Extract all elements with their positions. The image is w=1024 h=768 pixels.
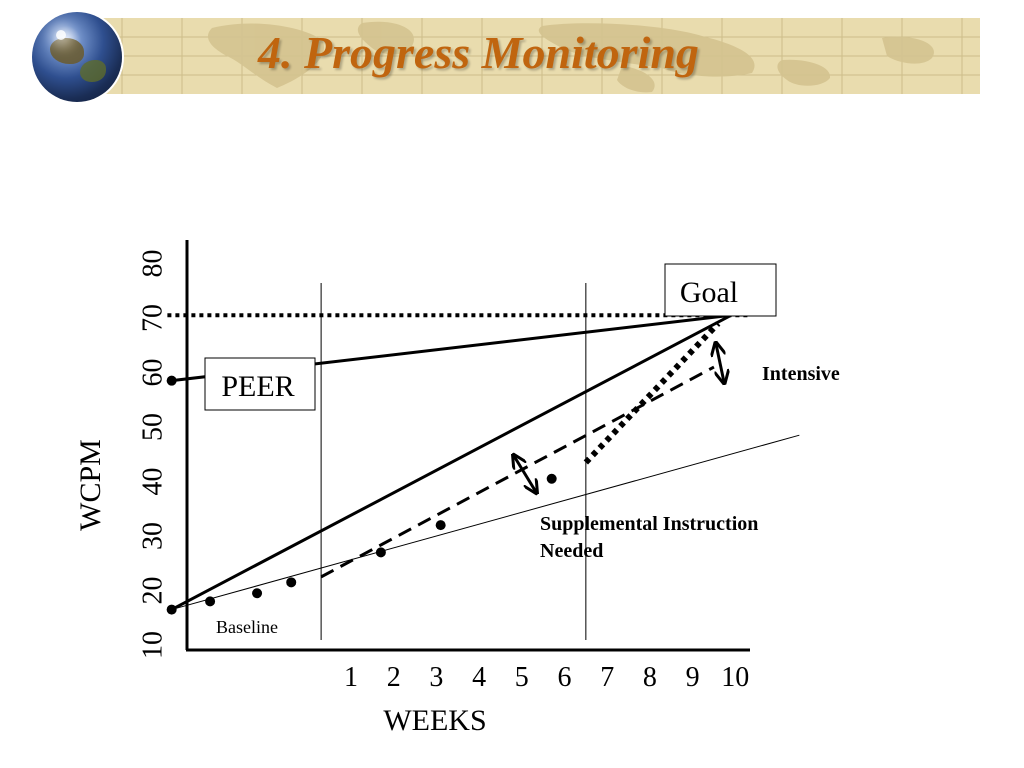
supplemental-gap-arrow xyxy=(514,456,536,492)
y-tick-label: 10 xyxy=(137,631,168,659)
y-tick-label: 40 xyxy=(137,468,168,496)
y-tick-label: 70 xyxy=(137,304,168,332)
baseline-point xyxy=(166,604,177,615)
slide-title: 4. Progress Monitoring xyxy=(258,27,699,78)
baseline-point xyxy=(252,588,263,599)
x-tick-label: 5 xyxy=(515,662,529,693)
peer-box xyxy=(204,357,316,411)
x-tick-label: 4 xyxy=(472,662,486,693)
data-points xyxy=(166,375,557,615)
intensive-label: Intensive xyxy=(762,363,840,385)
baseline-label: Baseline xyxy=(216,617,278,637)
x-tick-label: 10 xyxy=(721,662,749,693)
series-line-dashed xyxy=(320,365,715,579)
title-banner xyxy=(62,18,980,94)
peer-label: PEER xyxy=(221,370,294,403)
y-axis-label: WCPM xyxy=(74,439,107,531)
y-tick-label: 50 xyxy=(137,413,168,441)
progress-point xyxy=(435,520,446,531)
peer-point xyxy=(166,375,177,386)
series-line-dotted-thick xyxy=(583,321,721,465)
goal-box xyxy=(664,263,777,317)
y-tick-labels: 10 20 30 40 50 60 70 80 xyxy=(137,250,168,660)
baseline-point xyxy=(205,596,216,607)
x-tick-label: 9 xyxy=(686,662,700,693)
world-map-background xyxy=(62,18,980,94)
x-tick-label: 6 xyxy=(558,662,572,693)
x-tick-label: 7 xyxy=(600,662,614,693)
x-tick-label: 3 xyxy=(429,662,443,693)
x-tick-label: 2 xyxy=(387,662,401,693)
progress-point xyxy=(546,473,557,484)
intensive-gap-arrow xyxy=(716,344,724,382)
goal-label: Goal xyxy=(680,276,738,309)
globe-icon xyxy=(32,12,122,102)
y-tick-label: 80 xyxy=(137,250,168,278)
x-axis-label: WEEKS xyxy=(383,704,486,737)
progress-point xyxy=(375,547,386,558)
y-tick-label: 20 xyxy=(137,577,168,605)
x-tick-label: 8 xyxy=(643,662,657,693)
supplemental-label-line1: Supplemental Instruction xyxy=(540,513,758,535)
y-tick-label: 30 xyxy=(137,522,168,550)
y-tick-label: 60 xyxy=(137,359,168,387)
x-tick-label: 1 xyxy=(344,662,358,693)
series-line-thin xyxy=(171,434,800,611)
series-line-solid xyxy=(170,313,732,611)
baseline-point xyxy=(286,577,297,588)
supplemental-label-line2: Needed xyxy=(540,540,603,562)
x-tick-labels: 1 2 3 4 5 6 7 8 9 10 xyxy=(344,662,749,693)
